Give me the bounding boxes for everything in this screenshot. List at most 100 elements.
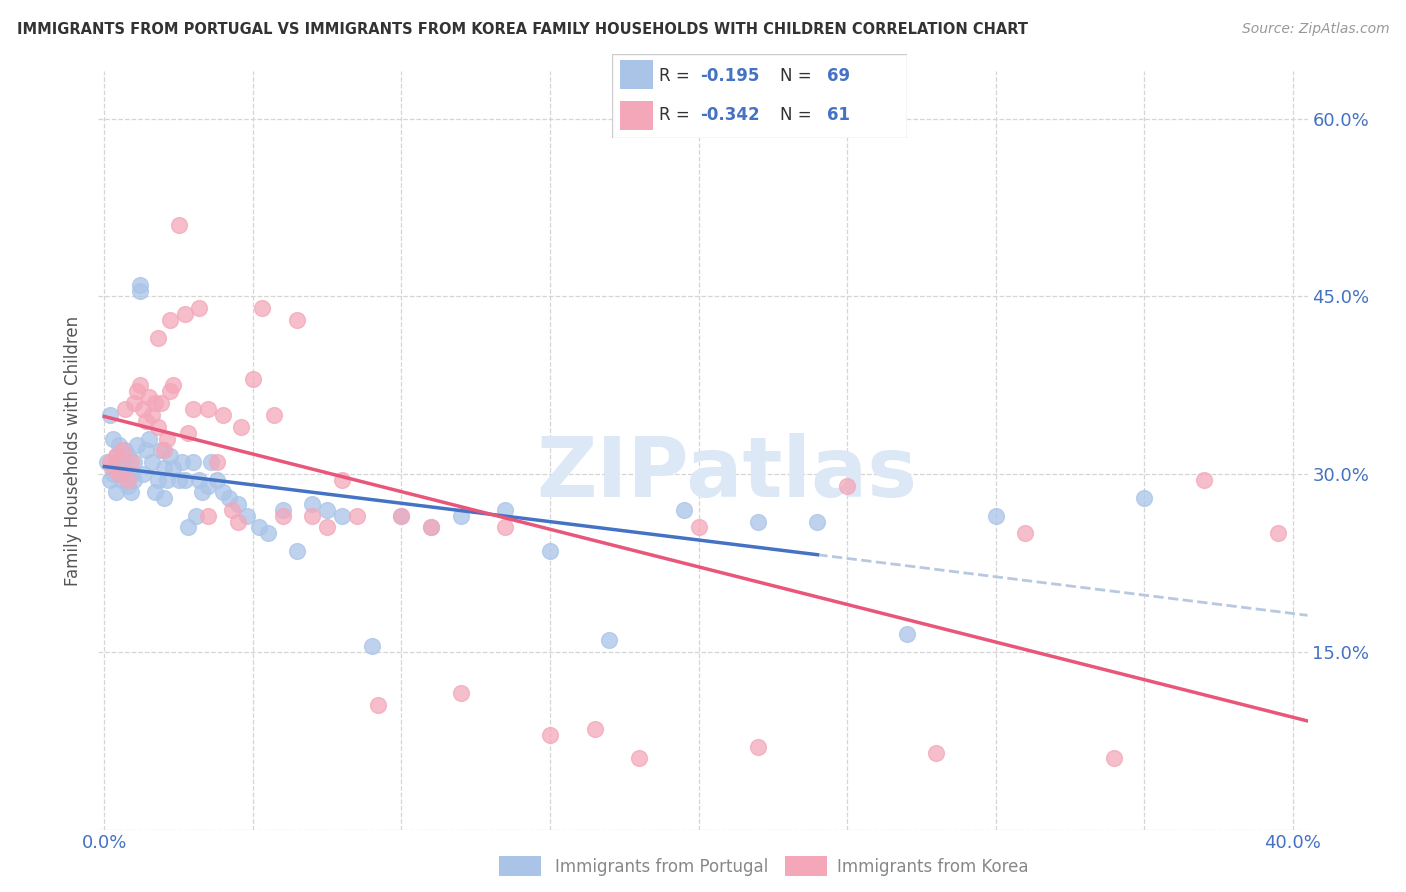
Point xyxy=(129,277,152,292)
Point xyxy=(120,455,142,469)
Point xyxy=(747,739,769,754)
Point xyxy=(896,627,918,641)
Text: R =: R = xyxy=(659,67,695,85)
Point xyxy=(1133,491,1156,505)
Point xyxy=(360,639,382,653)
Point xyxy=(167,219,190,233)
Point xyxy=(229,419,252,434)
Text: IMMIGRANTS FROM PORTUGAL VS IMMIGRANTS FROM KOREA FAMILY HOUSEHOLDS WITH CHILDRE: IMMIGRANTS FROM PORTUGAL VS IMMIGRANTS F… xyxy=(17,22,1028,37)
Point xyxy=(287,313,309,327)
Point xyxy=(806,515,828,529)
Point xyxy=(108,467,131,482)
Point xyxy=(316,502,339,516)
Point xyxy=(122,455,145,469)
Point xyxy=(263,408,285,422)
Point xyxy=(105,450,128,464)
Point xyxy=(132,402,155,417)
Point xyxy=(98,455,121,469)
Point xyxy=(122,396,145,410)
Point xyxy=(1192,473,1215,487)
Point xyxy=(114,461,136,475)
Point xyxy=(494,520,516,534)
Point xyxy=(183,455,205,469)
Text: 69: 69 xyxy=(827,67,851,85)
Point xyxy=(125,384,148,399)
Point xyxy=(152,443,174,458)
Point xyxy=(197,508,219,523)
Point xyxy=(391,508,413,523)
Point xyxy=(250,301,273,316)
Point xyxy=(108,437,131,451)
Point xyxy=(191,484,214,499)
Point xyxy=(111,473,134,487)
Point xyxy=(149,443,172,458)
Point xyxy=(143,484,166,499)
Point xyxy=(287,544,309,558)
Point xyxy=(330,473,353,487)
Point xyxy=(132,467,155,482)
Point xyxy=(135,414,157,428)
Point xyxy=(114,402,136,417)
Text: Immigrants from Portugal: Immigrants from Portugal xyxy=(555,858,769,876)
Point xyxy=(105,484,128,499)
Point xyxy=(111,443,134,458)
Point xyxy=(141,408,163,422)
Point xyxy=(173,473,195,487)
Point xyxy=(420,520,443,534)
Point xyxy=(122,473,145,487)
Point xyxy=(188,301,211,316)
Point xyxy=(236,508,259,523)
Point xyxy=(200,455,222,469)
Point xyxy=(108,467,131,482)
Point xyxy=(183,402,205,417)
Point xyxy=(538,544,561,558)
Point xyxy=(186,508,208,523)
Point xyxy=(984,508,1007,523)
Point xyxy=(598,633,620,648)
Point xyxy=(628,751,651,765)
Point xyxy=(129,378,152,392)
Point xyxy=(114,443,136,458)
Point xyxy=(111,455,134,469)
Y-axis label: Family Households with Children: Family Households with Children xyxy=(65,316,83,585)
Point xyxy=(103,461,125,475)
Point xyxy=(226,497,249,511)
Point xyxy=(316,520,339,534)
Point xyxy=(420,520,443,534)
Point xyxy=(247,520,270,534)
Point xyxy=(138,390,160,404)
Point xyxy=(450,508,472,523)
Point xyxy=(188,473,211,487)
Point xyxy=(218,491,240,505)
Point xyxy=(301,508,323,523)
Text: N =: N = xyxy=(780,67,817,85)
Point xyxy=(98,408,121,422)
Point xyxy=(672,502,695,516)
Point xyxy=(159,384,181,399)
Text: -0.342: -0.342 xyxy=(700,106,759,124)
Point xyxy=(98,473,121,487)
Point xyxy=(256,526,278,541)
Point xyxy=(538,728,561,742)
Point xyxy=(105,450,128,464)
Point xyxy=(170,455,193,469)
Point xyxy=(494,502,516,516)
Point xyxy=(141,455,163,469)
Point xyxy=(176,425,198,440)
Point xyxy=(152,491,174,505)
Point xyxy=(367,698,389,713)
Point xyxy=(156,473,179,487)
Point xyxy=(167,473,190,487)
Point xyxy=(207,473,229,487)
Bar xyxy=(620,101,652,130)
Point xyxy=(835,479,858,493)
Text: Immigrants from Korea: Immigrants from Korea xyxy=(837,858,1028,876)
Text: R =: R = xyxy=(659,106,695,124)
Text: N =: N = xyxy=(780,106,817,124)
Point xyxy=(391,508,413,523)
Point xyxy=(96,455,118,469)
Point xyxy=(129,284,152,298)
Point xyxy=(1267,526,1289,541)
Point xyxy=(197,402,219,417)
Point xyxy=(152,461,174,475)
